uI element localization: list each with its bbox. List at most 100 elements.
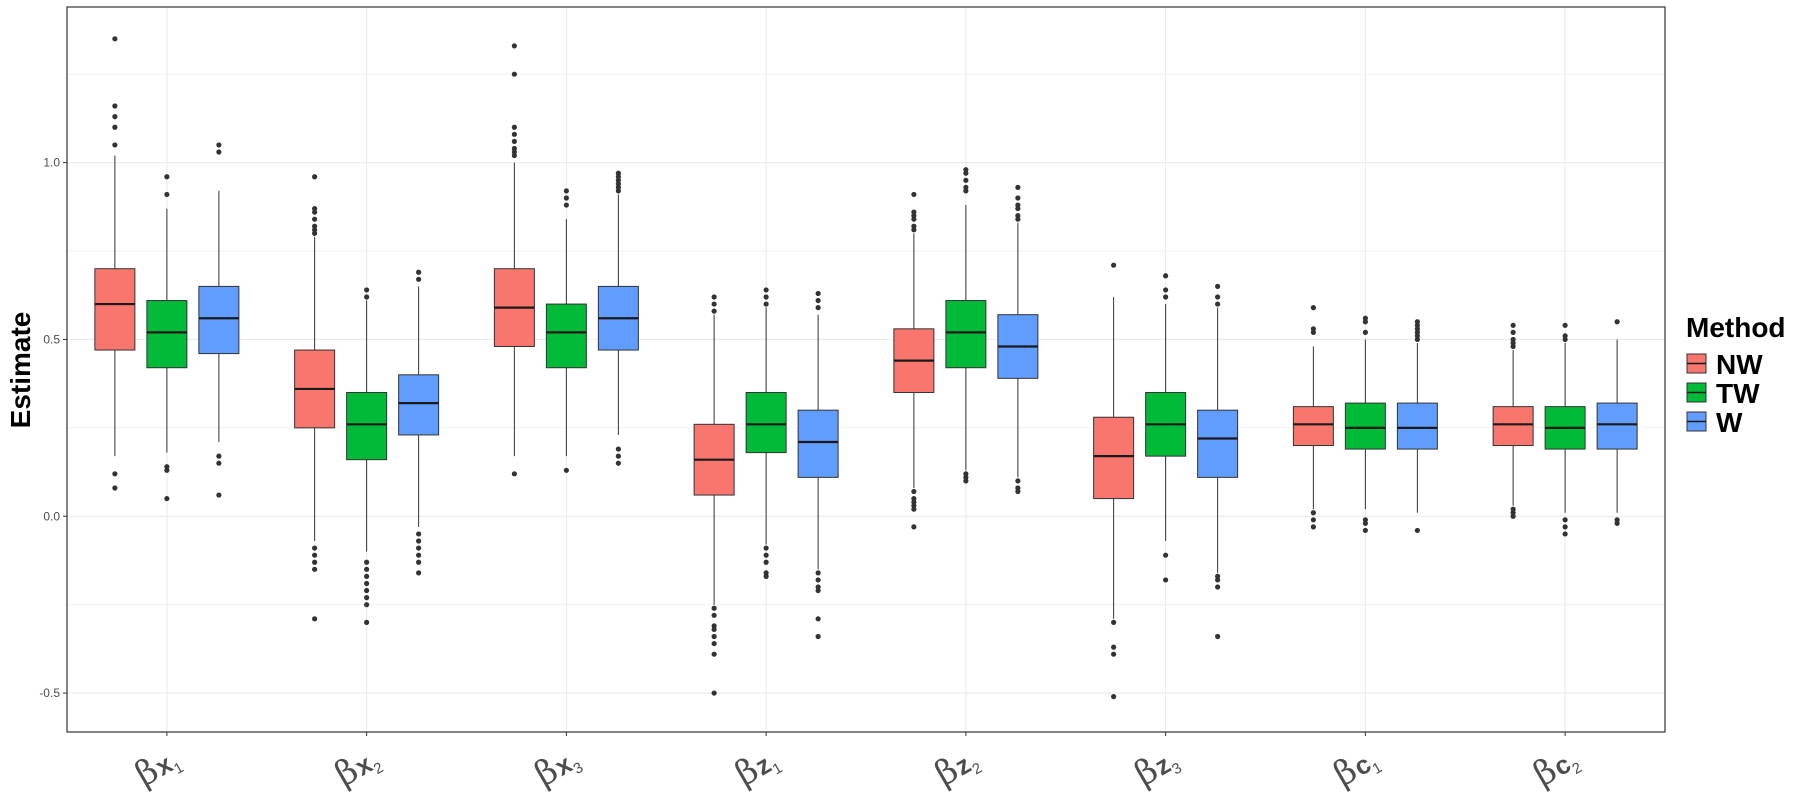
outlier-point: [312, 616, 318, 622]
box-nw-1: [94, 36, 136, 491]
outlier-point: [615, 446, 621, 452]
outlier-point: [364, 559, 370, 565]
outlier-point: [216, 453, 222, 459]
outlier-point: [911, 488, 917, 495]
box-body: [745, 391, 787, 454]
outlier-point: [164, 495, 170, 502]
outlier-point: [963, 170, 969, 176]
outlier-point: [364, 294, 370, 300]
outlier-point: [1215, 584, 1221, 590]
box-tw-4: [745, 287, 787, 579]
box-nw-8: [1492, 322, 1534, 519]
outlier-point: [112, 103, 118, 109]
outlier-point: [1562, 531, 1568, 537]
outlier-point: [1163, 273, 1169, 279]
outlier-point: [511, 138, 517, 144]
outlier-point: [563, 195, 569, 201]
box-nw-3: [493, 43, 535, 477]
outlier-point: [1015, 216, 1021, 222]
legend-label: NW: [1716, 349, 1763, 380]
outlier-point: [216, 460, 222, 466]
outlier-point: [511, 152, 517, 159]
outlier-point: [216, 142, 222, 148]
outlier-point: [416, 531, 422, 537]
outlier-point: [1163, 577, 1169, 583]
box-body: [94, 268, 136, 351]
outlier-point: [763, 545, 769, 551]
outlier-point: [1362, 329, 1368, 335]
outlier-point: [1163, 294, 1169, 300]
outlier-point: [1562, 517, 1568, 523]
outlier-point: [312, 566, 318, 572]
outlier-point: [963, 188, 969, 194]
box-body: [1596, 402, 1638, 450]
y-tick-label: 1.0: [43, 156, 60, 170]
outlier-point: [1414, 336, 1420, 343]
outlier-point: [815, 633, 821, 640]
legend-label: W: [1716, 407, 1743, 438]
outlier-point: [364, 566, 370, 572]
outlier-point: [563, 467, 569, 473]
outlier-point: [364, 587, 370, 594]
box-body: [1396, 402, 1438, 450]
box-tw-7: [1344, 315, 1386, 534]
outlier-point: [711, 651, 717, 657]
outlier-point: [312, 545, 318, 551]
outlier-point: [963, 177, 969, 183]
outlier-point: [711, 640, 717, 647]
outlier-point: [563, 188, 569, 194]
box-tw-1: [146, 174, 188, 502]
outlier-point: [511, 131, 517, 137]
box-nw-6: [1093, 262, 1135, 700]
outlier-point: [763, 573, 769, 579]
outlier-point: [1215, 294, 1221, 300]
outlier-point: [711, 605, 717, 611]
outlier-point: [711, 690, 717, 696]
outlier-point: [911, 216, 917, 222]
outlier-point: [1310, 329, 1316, 335]
outlier-point: [763, 301, 769, 307]
outlier-point: [1163, 287, 1169, 293]
y-tick-label: 0.0: [43, 509, 60, 523]
box-tw-3: [545, 188, 587, 473]
box-body: [198, 285, 240, 355]
outlier-point: [416, 269, 422, 275]
outlier-point: [112, 36, 118, 42]
outlier-point: [1310, 510, 1316, 516]
outlier-point: [1111, 694, 1117, 700]
outlier-point: [364, 580, 370, 587]
outlier-point: [1111, 619, 1117, 625]
outlier-point: [112, 485, 118, 491]
outlier-point: [112, 124, 118, 130]
outlier-point: [1614, 319, 1620, 325]
box-w-3: [597, 170, 639, 466]
box-nw-5: [893, 191, 935, 530]
outlier-point: [416, 276, 422, 282]
box-tw-5: [945, 167, 987, 484]
y-axis-title: Estimate: [5, 312, 36, 429]
outlier-point: [164, 467, 170, 473]
outlier-point: [112, 471, 118, 477]
outlier-point: [312, 559, 318, 565]
legend-title: Method: [1686, 312, 1786, 343]
outlier-point: [511, 71, 517, 77]
outlier-point: [312, 216, 318, 222]
legend-item-w: W: [1686, 407, 1743, 438]
outlier-point: [511, 124, 517, 130]
outlier-point: [563, 202, 569, 208]
box-body: [945, 300, 987, 369]
box-w-1: [198, 142, 240, 498]
outlier-point: [416, 538, 422, 544]
box-w-7: [1396, 319, 1438, 534]
outlier-point: [763, 287, 769, 293]
x-tick-label: βz1: [728, 739, 785, 796]
outlier-point: [911, 191, 917, 198]
box-nw-2: [294, 174, 336, 622]
outlier-point: [711, 301, 717, 307]
outlier-point: [364, 619, 370, 625]
outlier-point: [1111, 262, 1117, 268]
outlier-point: [615, 188, 621, 194]
box-body: [1344, 402, 1386, 450]
